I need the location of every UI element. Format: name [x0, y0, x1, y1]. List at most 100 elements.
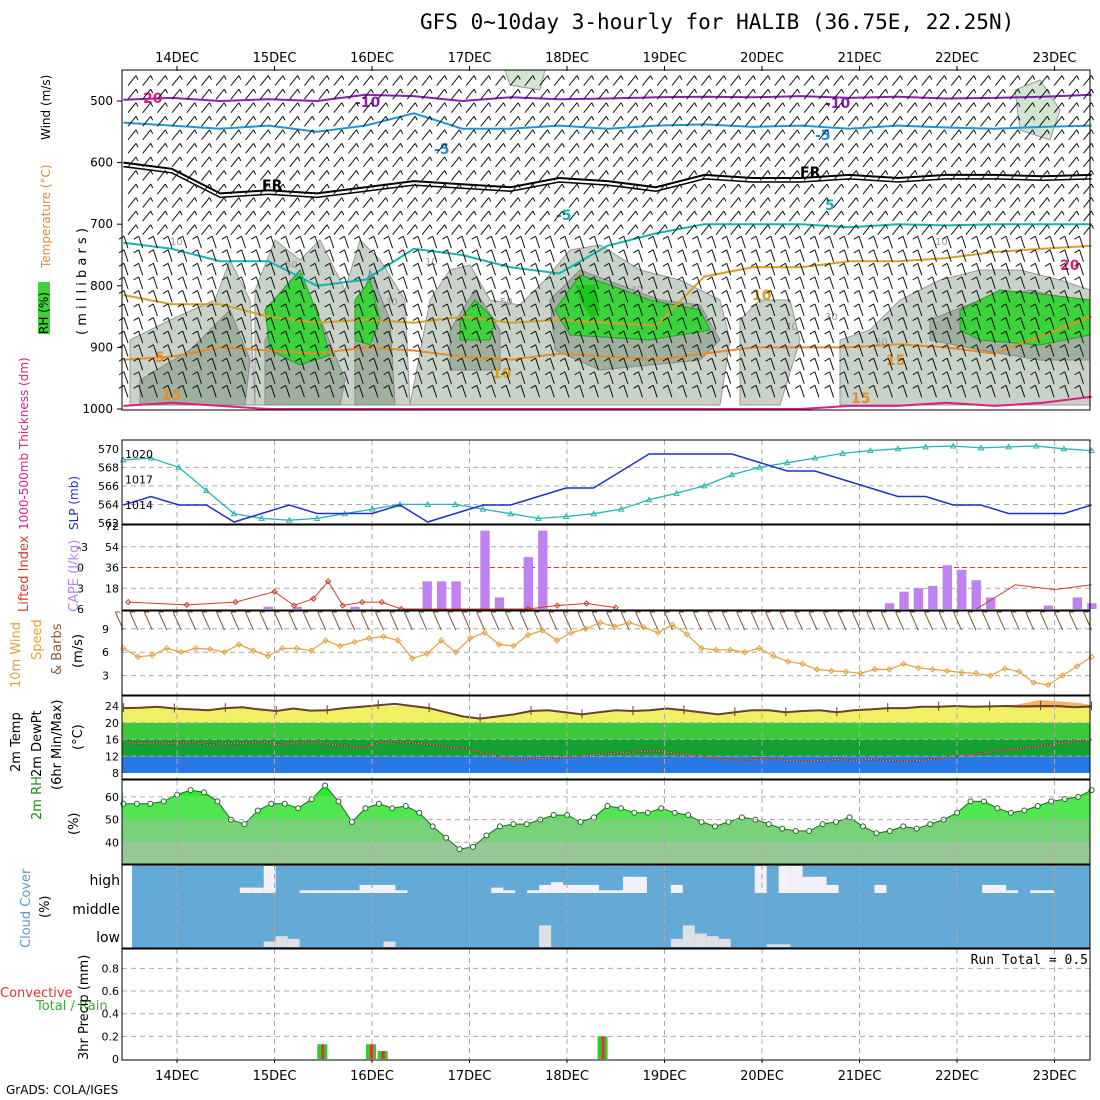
wind-barb-flag [738, 210, 742, 216]
wind-barb [251, 290, 261, 303]
wind-barb-flag [853, 317, 860, 321]
wind-barb [642, 197, 653, 208]
wind-barb-flag [1015, 371, 1021, 376]
wind-barb-staff [406, 156, 416, 168]
wind-barb-flag [559, 249, 566, 254]
wind-barb-staff [759, 129, 769, 141]
wind-barb-flag [605, 102, 609, 107]
wind-barb [539, 197, 551, 208]
li-tick-label: -3 [77, 541, 88, 554]
wind-barb-flag [517, 102, 521, 107]
wind-barb-flag [412, 317, 419, 321]
wind-barb-staff [509, 129, 519, 141]
wind-barb [824, 276, 835, 290]
wind-barb [1009, 170, 1021, 181]
wind-barb-flag [1074, 262, 1080, 267]
pressure-tick-label: 1000 [82, 402, 113, 416]
isotherm-line [123, 112, 1092, 133]
wind-barb-staff [392, 156, 401, 168]
wind-barb-flag [473, 102, 477, 107]
wind-barb [530, 344, 541, 357]
wind-barb [324, 384, 335, 398]
wind-barb-staff [1039, 129, 1048, 141]
wind-barb-flag [456, 276, 463, 281]
wind-barb-staff [417, 236, 423, 249]
wind-barb-staff [211, 330, 217, 344]
thickness-point [1032, 442, 1040, 449]
wind-barb [353, 344, 364, 357]
wind-barb-flag [706, 317, 713, 321]
wind-barb [950, 129, 962, 141]
date-label-top: 18DEC [545, 51, 589, 66]
wind-barb [892, 115, 903, 127]
wind-barb-flag [179, 116, 183, 121]
wind-barb-flag [353, 249, 360, 254]
wind-barb [633, 357, 643, 371]
wind-barb [721, 371, 732, 384]
wind-barb-flag [929, 102, 933, 107]
wind-barb-flag [486, 235, 492, 240]
wind-barb-flag [295, 303, 301, 308]
wind-barb [1044, 235, 1055, 249]
wind-barb [245, 170, 257, 181]
wind-barb [765, 317, 776, 330]
wind-barb-flag [650, 116, 653, 121]
wind-barb-flag [855, 116, 859, 121]
wind-barb [1053, 183, 1065, 195]
wind-barb-flag [192, 303, 198, 308]
wind-barb-staff [348, 170, 357, 181]
wind-barb-flag [574, 357, 580, 362]
wind-barb [559, 262, 570, 276]
wind-barb [618, 249, 629, 262]
wind-barb [868, 276, 879, 290]
wind-barb-flag [929, 210, 933, 216]
wind-barb-staff [961, 290, 967, 303]
wind-barb-flag [618, 276, 625, 281]
wind-barb-staff [887, 344, 893, 357]
wind-barb-flag [841, 102, 845, 107]
wind-barb [809, 357, 820, 371]
wind-barb [824, 330, 835, 344]
wind-barb [465, 115, 477, 127]
wind-barb-flag [309, 235, 316, 240]
wind-barb-staff [215, 88, 225, 100]
wind-barb-staff [333, 75, 343, 86]
wind-barb [553, 224, 565, 235]
wind-barb-staff [862, 102, 872, 114]
wind-barb-flag [927, 344, 933, 349]
wind-barb-flag [1061, 102, 1065, 107]
wind-barb [568, 156, 580, 168]
wind-barb-flag [944, 156, 947, 162]
wind-barb [965, 183, 977, 195]
thickness-point [285, 516, 293, 523]
wind-barb-staff [127, 224, 137, 235]
wind-barb-staff [524, 115, 534, 127]
wind-barb [362, 197, 374, 208]
wind-barb [348, 143, 359, 154]
wind-barb-flag [177, 330, 184, 335]
wind-barb-staff [230, 224, 240, 235]
wind-barb-staff [138, 371, 144, 384]
wind-barb [780, 357, 790, 371]
wind-barb-flag [427, 262, 433, 267]
wind-barb-flag [1000, 235, 1007, 240]
thickness-point [313, 514, 321, 521]
wind-barb [545, 317, 555, 330]
wind-barb-staff [553, 183, 563, 195]
wind-barb-flag [339, 344, 345, 349]
wind-barb [295, 317, 305, 330]
wind-barb [436, 102, 448, 114]
wind-barb-staff [726, 290, 732, 303]
wind-barb [765, 290, 776, 303]
wind-barb-flag [547, 224, 551, 229]
wind-barb-flag [1061, 197, 1065, 202]
wind-barb-flag [473, 183, 477, 189]
wind-barb [941, 344, 952, 357]
wind-barb-flag [265, 357, 272, 362]
wind-barb-staff [887, 303, 893, 317]
wind-barb-flag [221, 262, 228, 267]
wind-barb [353, 290, 364, 303]
wind-barb-staff [226, 344, 232, 357]
wind-barb-flag [912, 371, 919, 376]
wind-barb-flag [944, 210, 947, 216]
